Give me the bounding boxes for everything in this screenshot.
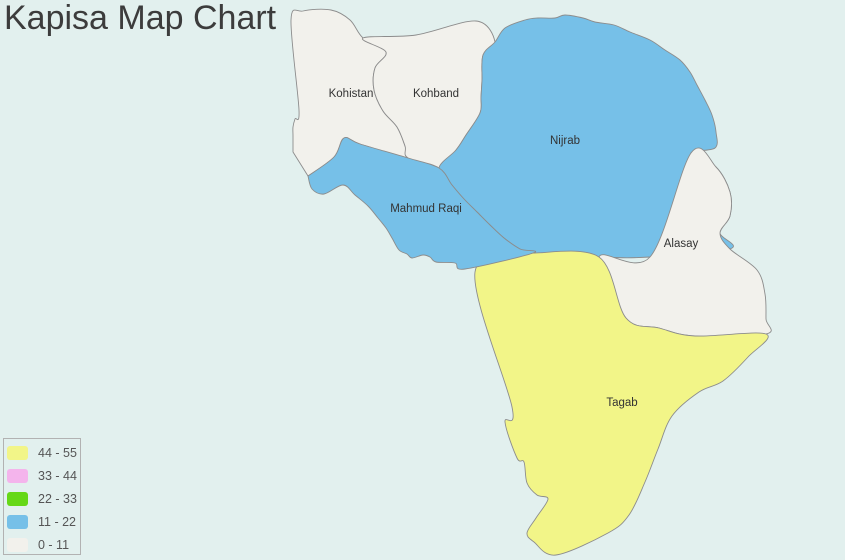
svg-text:Tagab: Tagab	[606, 397, 637, 409]
svg-text:Nijrab: Nijrab	[550, 135, 580, 147]
svg-text:Kohband: Kohband	[413, 88, 459, 100]
svg-text:Alasay: Alasay	[664, 238, 699, 250]
svg-text:Kohistan: Kohistan	[329, 88, 374, 100]
svg-text:Mahmud Raqi: Mahmud Raqi	[390, 203, 462, 215]
